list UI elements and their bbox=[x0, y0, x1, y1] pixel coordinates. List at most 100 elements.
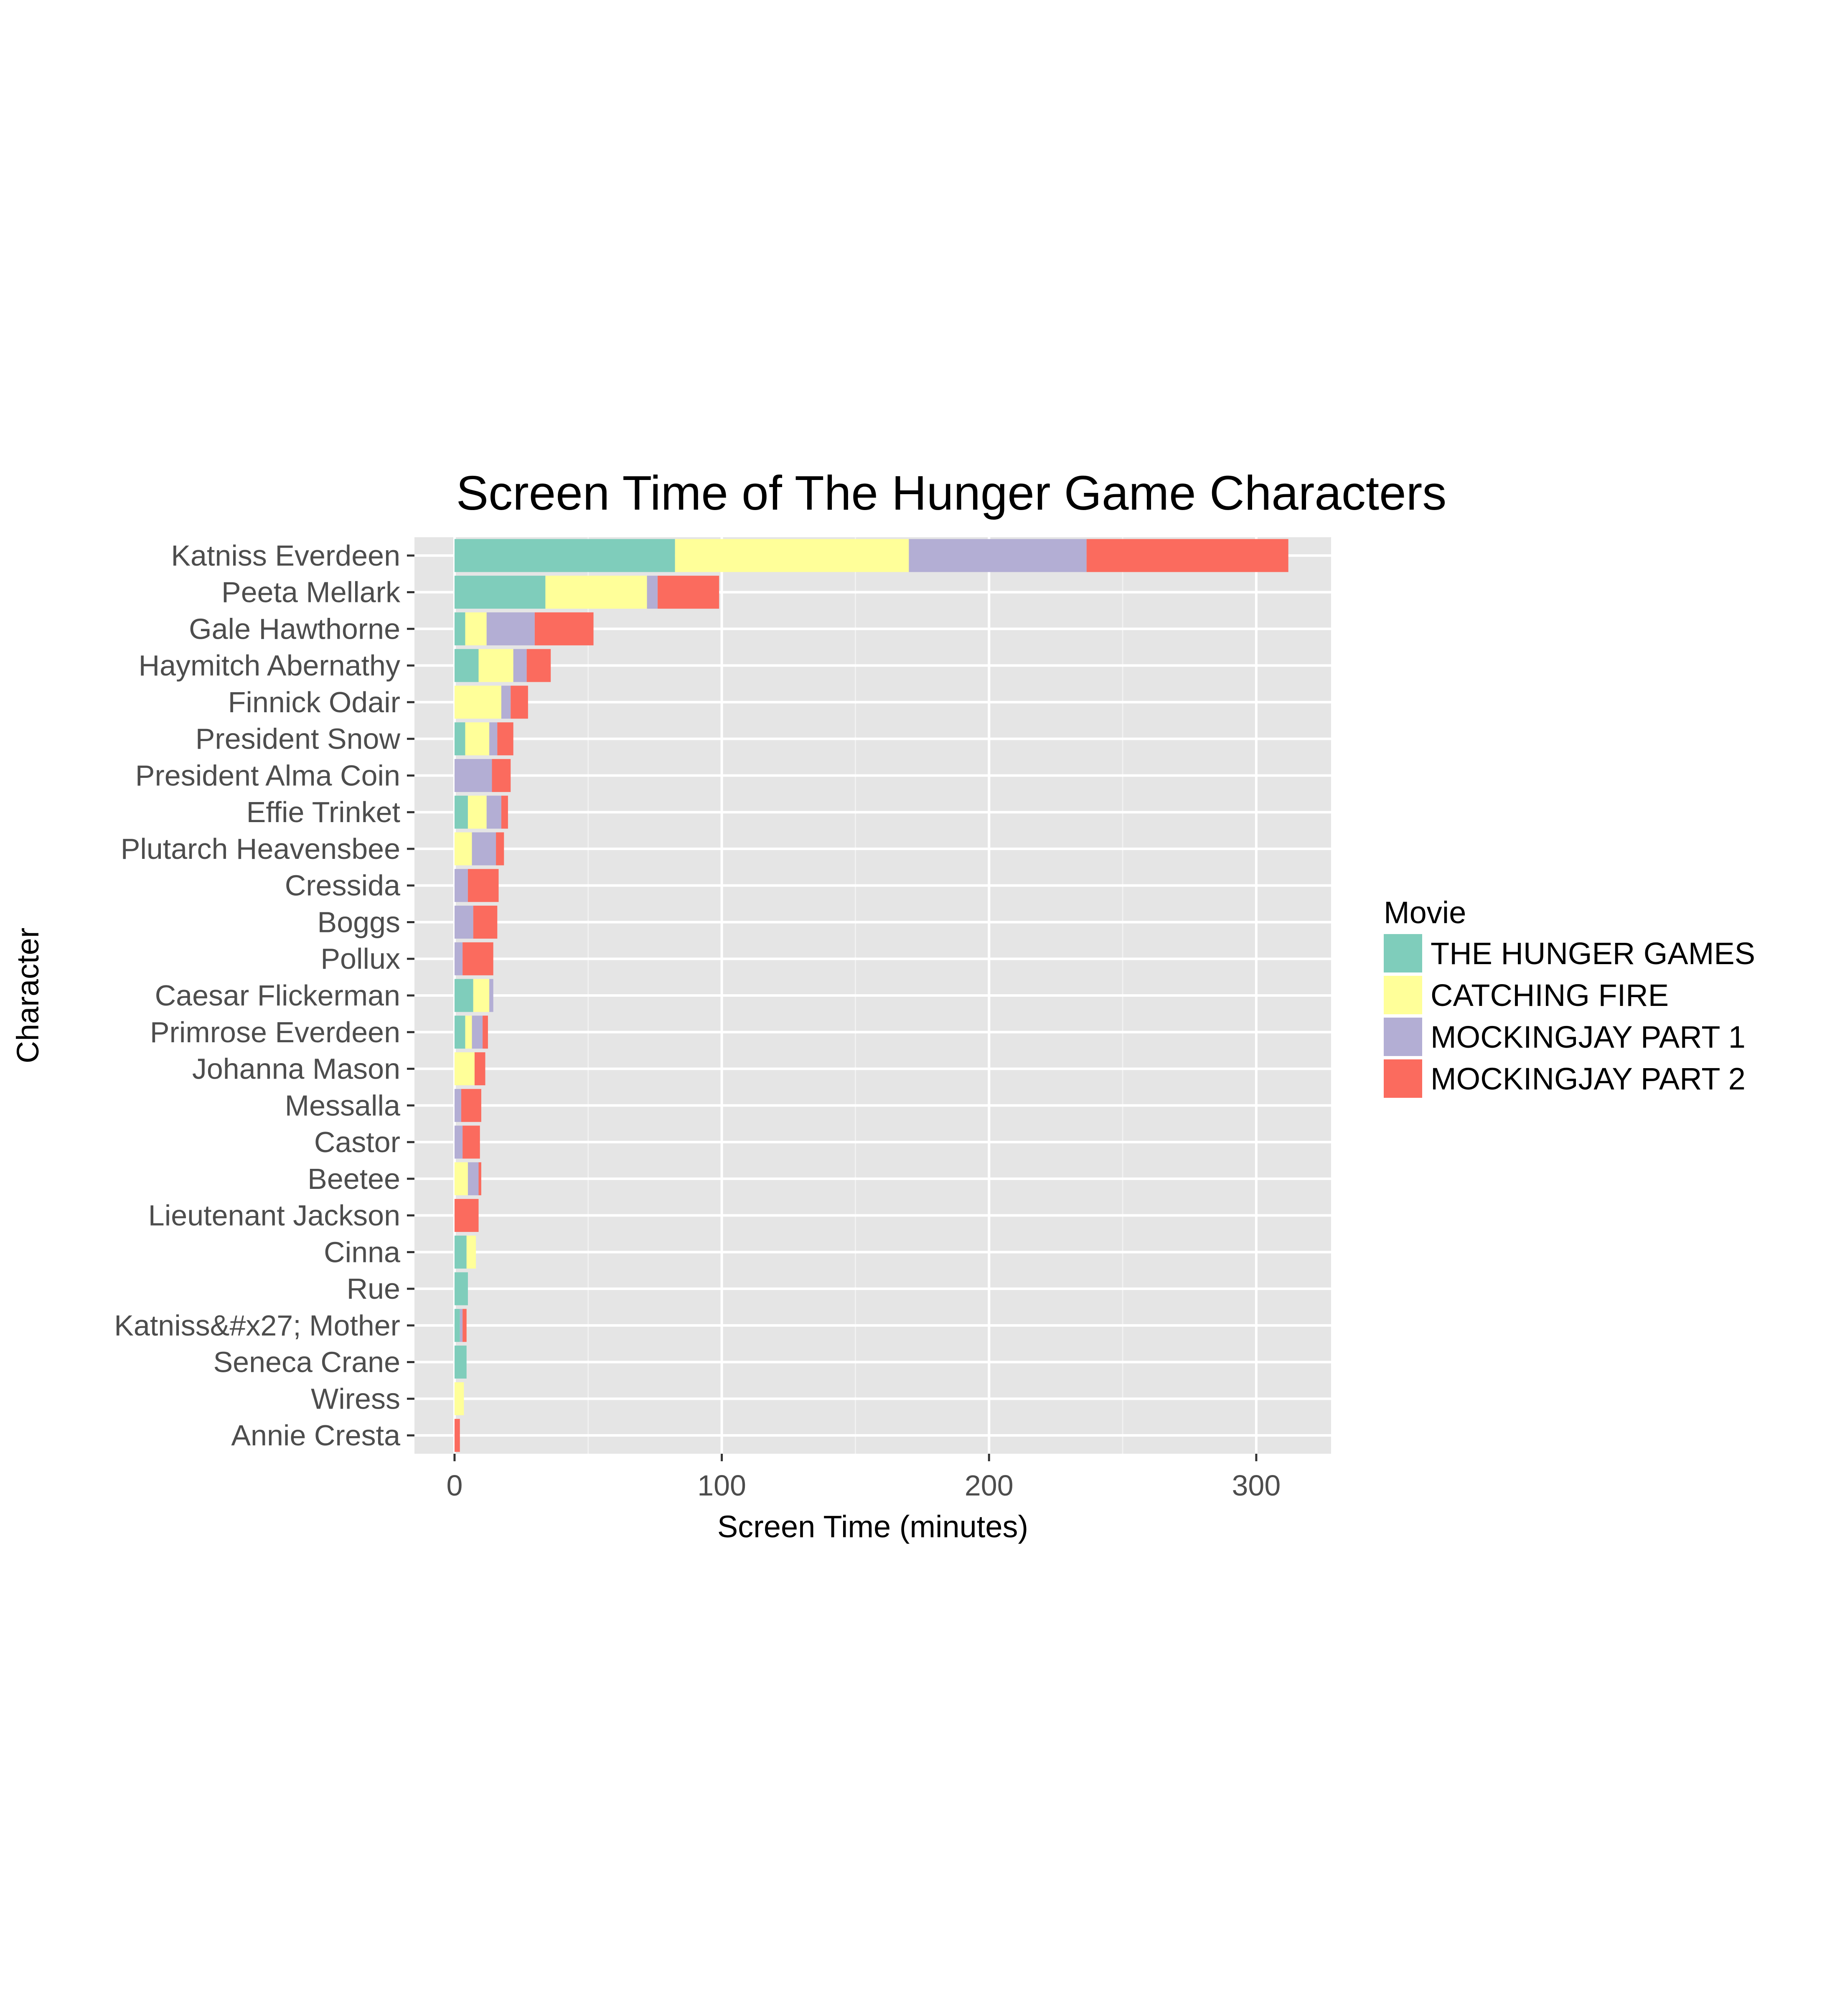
bar-segment bbox=[462, 942, 493, 975]
y-tick-label: Cressida bbox=[285, 869, 400, 902]
bar-segment bbox=[473, 905, 498, 939]
chart-title: Screen Time of The Hunger Game Character… bbox=[456, 466, 1446, 520]
y-tick-label: Haymitch Abernathy bbox=[139, 649, 400, 682]
bar-segment bbox=[489, 979, 493, 1012]
bar-segment bbox=[454, 869, 468, 902]
bar-segment bbox=[454, 1272, 468, 1305]
bar-segment bbox=[497, 722, 513, 756]
x-tick-label: 300 bbox=[1232, 1469, 1281, 1502]
y-axis-label: Character bbox=[10, 928, 45, 1064]
bar-segment bbox=[454, 832, 472, 866]
x-tick-label: 0 bbox=[446, 1469, 462, 1502]
y-tick-label: President Snow bbox=[196, 723, 401, 755]
y-tick-label: Messalla bbox=[285, 1089, 400, 1122]
bar-segment bbox=[454, 1419, 460, 1452]
legend-title: Movie bbox=[1384, 895, 1466, 930]
bar-segment bbox=[454, 576, 546, 609]
bars bbox=[454, 539, 1288, 1452]
legend: Movie THE HUNGER GAMES CATCHING FIRE MOCKI… bbox=[1384, 895, 1755, 1098]
y-tick-label: Katniss Everdeen bbox=[171, 539, 400, 572]
bar-segment bbox=[513, 649, 527, 682]
bar-segment bbox=[454, 759, 492, 792]
y-tick-label: Primrose Everdeen bbox=[150, 1016, 400, 1049]
bar-segment bbox=[454, 722, 465, 756]
bar-segment bbox=[454, 686, 501, 719]
legend-label: THE HUNGER GAMES bbox=[1431, 936, 1755, 971]
bar-segment bbox=[466, 1235, 476, 1269]
bar-segment bbox=[658, 576, 719, 609]
bar-segment bbox=[465, 722, 490, 756]
bar-segment bbox=[462, 1309, 467, 1342]
bar-segment bbox=[483, 1016, 488, 1049]
bar-segment bbox=[501, 686, 511, 719]
bar-segment bbox=[486, 612, 535, 645]
bar-segment bbox=[675, 539, 909, 572]
bar-segment bbox=[526, 649, 551, 682]
bar-segment bbox=[454, 1125, 463, 1159]
bar-segment bbox=[454, 539, 675, 572]
bar-segment bbox=[489, 722, 498, 756]
bar-segment bbox=[478, 649, 513, 682]
bar-segment bbox=[468, 795, 487, 829]
bar-segment bbox=[492, 759, 511, 792]
y-tick-label: Katniss&#x27; Mother bbox=[114, 1309, 400, 1342]
bar-segment bbox=[454, 612, 465, 645]
y-tick-label: Effie Trinket bbox=[246, 796, 400, 828]
y-tick-label: Caesar Flickerman bbox=[155, 979, 400, 1012]
bar-segment bbox=[454, 905, 473, 939]
x-axis-label: Screen Time (minutes) bbox=[717, 1509, 1028, 1544]
y-tick-label: Gale Hawthorne bbox=[189, 612, 400, 645]
bar-segment bbox=[454, 1199, 479, 1232]
bar-segment bbox=[454, 649, 479, 682]
bar-segment bbox=[474, 1052, 485, 1086]
bar-segment bbox=[454, 1235, 467, 1269]
bar-segment bbox=[462, 1125, 480, 1159]
legend-label: MOCKINGJAY PART 2 bbox=[1431, 1061, 1746, 1096]
y-tick-label: Seneca Crane bbox=[213, 1346, 400, 1379]
bar-segment bbox=[461, 1089, 481, 1122]
y-tick-label: Lieutenant Jackson bbox=[148, 1199, 400, 1232]
x-tick-label: 100 bbox=[697, 1469, 746, 1502]
y-tick-label: Boggs bbox=[318, 906, 400, 938]
bar-segment bbox=[454, 1162, 468, 1196]
bar-segment bbox=[496, 832, 504, 866]
y-tick-label: Castor bbox=[314, 1126, 400, 1158]
bar-segment bbox=[454, 1346, 467, 1379]
bar-segment bbox=[1086, 539, 1288, 572]
bar-segment bbox=[486, 795, 501, 829]
y-tick-label: Cinna bbox=[324, 1236, 400, 1268]
legend-key bbox=[1384, 1018, 1422, 1056]
legend-label: CATCHING FIRE bbox=[1431, 978, 1669, 1013]
bar-segment bbox=[454, 1089, 461, 1122]
bar-segment bbox=[511, 686, 528, 719]
bar-segment bbox=[454, 979, 473, 1012]
y-tick-label: Annie Cresta bbox=[231, 1419, 400, 1452]
legend-label: MOCKINGJAY PART 1 bbox=[1431, 1020, 1746, 1054]
y-tick-label: Pollux bbox=[320, 942, 400, 975]
y-tick-label: Rue bbox=[347, 1272, 400, 1305]
bar-segment bbox=[454, 795, 468, 829]
bar-segment bbox=[454, 1016, 465, 1049]
bar-segment bbox=[468, 1162, 479, 1196]
bar-segment bbox=[472, 1016, 483, 1049]
y-tick-label: Peeta Mellark bbox=[221, 576, 401, 609]
legend-key bbox=[1384, 1059, 1422, 1098]
legend-key bbox=[1384, 934, 1422, 972]
bar-segment bbox=[454, 1309, 460, 1342]
bar-segment bbox=[534, 612, 594, 645]
bar-segment bbox=[454, 942, 463, 975]
x-tick-label: 200 bbox=[965, 1469, 1014, 1502]
y-tick-label: Plutarch Heavensbee bbox=[121, 833, 400, 865]
bar-segment bbox=[501, 795, 508, 829]
bar-segment bbox=[472, 832, 496, 866]
y-tick-label: Beetee bbox=[307, 1163, 400, 1195]
legend-key bbox=[1384, 976, 1422, 1014]
bar-segment bbox=[909, 539, 1087, 572]
y-tick-label: Finnick Odair bbox=[228, 686, 400, 719]
bar-segment bbox=[468, 869, 499, 902]
bar-segment bbox=[465, 612, 487, 645]
bar-segment bbox=[545, 576, 647, 609]
bar-segment bbox=[454, 1382, 464, 1415]
